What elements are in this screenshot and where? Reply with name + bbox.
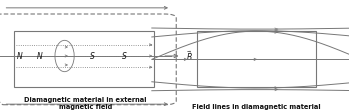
Text: N: N: [37, 52, 43, 60]
Text: $\vec{B}$: $\vec{B}$: [186, 49, 193, 63]
Text: Field lines in diamagnetic material: Field lines in diamagnetic material: [192, 104, 321, 110]
Text: S: S: [121, 52, 126, 60]
Bar: [14, 31, 154, 87]
Bar: [197, 31, 316, 87]
Text: S: S: [90, 52, 95, 60]
Text: Diamagnetic material in external
magnetic field: Diamagnetic material in external magneti…: [24, 97, 147, 110]
Text: N: N: [16, 52, 22, 60]
